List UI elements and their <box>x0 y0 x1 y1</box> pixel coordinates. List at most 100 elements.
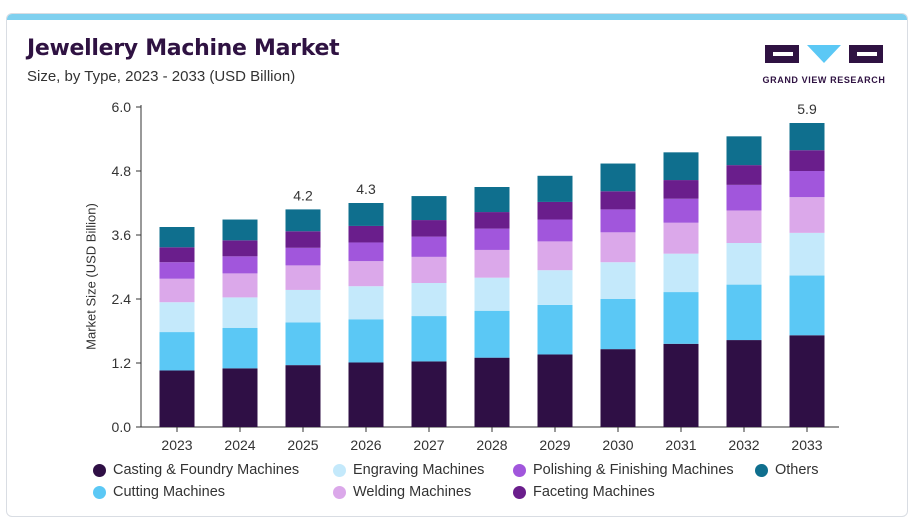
legend-item: Cutting Machines <box>93 484 225 500</box>
y-tick-label: 2.4 <box>112 291 132 307</box>
bar-segment-2023-6 <box>159 227 195 248</box>
legend-swatch-icon <box>93 485 106 499</box>
legend-item: Others <box>755 462 819 478</box>
bar-segment-2027-4 <box>411 236 447 257</box>
x-tick-label: 2030 <box>602 437 633 453</box>
bar-segment-2033-3 <box>789 197 825 233</box>
y-tick-label: 6.0 <box>112 99 132 115</box>
bar-segment-2033-1 <box>789 275 825 336</box>
bar-segment-2027-3 <box>411 256 447 283</box>
legend-swatch-icon <box>333 463 346 477</box>
bar-segment-2027-5 <box>411 220 447 237</box>
legend-swatch-icon <box>513 485 526 499</box>
bar-segment-2031-5 <box>663 180 699 199</box>
grand-view-research-logo: GRAND VIEW RESEARCH <box>759 41 889 91</box>
bar-segment-2028-2 <box>474 277 510 311</box>
bar-segment-2032-3 <box>726 210 762 243</box>
bar-segment-2026-3 <box>348 261 384 287</box>
bar-segment-2027-1 <box>411 316 447 362</box>
legend-label: Casting & Foundry Machines <box>113 462 300 478</box>
bar-segment-2025-4 <box>285 247 321 266</box>
bar-segment-2024-5 <box>222 240 258 257</box>
y-tick-label: 4.8 <box>112 163 132 179</box>
x-tick-label: 2023 <box>161 437 192 453</box>
logo-text: GRAND VIEW RESEARCH <box>762 75 886 85</box>
data-label-2026: 4.3 <box>356 181 376 197</box>
bar-segment-2026-0 <box>348 362 384 427</box>
x-tick-label: 2024 <box>224 437 255 453</box>
data-label-2033: 5.9 <box>797 101 817 117</box>
legend-label: Others <box>775 462 819 478</box>
logo-mark-icon <box>765 45 883 63</box>
stacked-bar-chart: 0.0 1.2 2.4 3.6 4.8 6.0 2023 2024 2025 2026 2027 20… <box>112 99 839 453</box>
bar-segment-2030-2 <box>600 262 636 299</box>
bar-segment-2026-6 <box>348 203 384 226</box>
bar-segment-2026-1 <box>348 319 384 363</box>
bar-segment-2033-2 <box>789 232 825 276</box>
bar-segment-2031-1 <box>663 292 699 344</box>
bar-segment-2025-1 <box>285 322 321 366</box>
x-tick-label: 2029 <box>539 437 570 453</box>
bar-segment-2023-4 <box>159 262 195 279</box>
bar-segment-2031-0 <box>663 343 699 427</box>
chart-subtitle: Size, by Type, 2023 - 2033 (USD Billion) <box>27 68 296 85</box>
bar-segment-2024-3 <box>222 273 258 298</box>
bar-segment-2029-3 <box>537 241 573 271</box>
y-tick-label: 0.0 <box>112 419 132 435</box>
bar-segment-2033-5 <box>789 150 825 171</box>
x-tick-label: 2025 <box>287 437 318 453</box>
bar-segment-2030-0 <box>600 349 636 427</box>
bar-segment-2028-6 <box>474 187 510 213</box>
bar-segment-2028-5 <box>474 212 510 229</box>
bar-segment-2025-3 <box>285 265 321 290</box>
legend-swatch-icon <box>333 485 346 499</box>
x-tick-label: 2028 <box>476 437 507 453</box>
bar-segment-2032-6 <box>726 136 762 166</box>
data-label-2025: 4.2 <box>293 187 313 203</box>
chart-title: Jewellery Machine Market <box>27 36 340 61</box>
x-tick-label: 2032 <box>728 437 759 453</box>
legend-label: Engraving Machines <box>353 462 485 478</box>
x-tick-label: 2027 <box>413 437 444 453</box>
bar-segment-2023-5 <box>159 247 195 263</box>
legend-item: Welding Machines <box>333 484 471 500</box>
bar-segment-2025-0 <box>285 365 321 427</box>
accent-bar <box>7 14 907 20</box>
bar-segment-2033-6 <box>789 123 825 151</box>
bar-segment-2026-2 <box>348 286 384 320</box>
bar-segment-2029-4 <box>537 219 573 242</box>
bar-segment-2025-6 <box>285 209 321 232</box>
bar-segment-2032-4 <box>726 184 762 211</box>
bar-segment-2033-4 <box>789 171 825 198</box>
bar-segment-2027-2 <box>411 283 447 317</box>
bar-segment-2032-2 <box>726 243 762 285</box>
bar-segment-2029-1 <box>537 304 573 355</box>
bar-segment-2030-6 <box>600 163 636 192</box>
bar-segment-2032-5 <box>726 165 762 185</box>
legend-label: Polishing & Finishing Machines <box>533 462 734 478</box>
legend-item: Engraving Machines <box>333 462 484 478</box>
bar-segment-2024-0 <box>222 368 258 427</box>
bar-segment-2024-4 <box>222 256 258 274</box>
legend-label: Welding Machines <box>353 484 472 500</box>
y-tick-label: 1.2 <box>112 355 132 371</box>
bar-segment-2030-3 <box>600 232 636 263</box>
bar-segment-2027-6 <box>411 196 447 221</box>
bar-segment-2028-1 <box>474 310 510 358</box>
x-tick-label: 2033 <box>791 437 822 453</box>
legend-label: Faceting Machines <box>533 484 655 500</box>
bar-segment-2023-1 <box>159 332 195 371</box>
bar-segment-2024-6 <box>222 219 258 241</box>
legend-swatch-icon <box>513 463 526 477</box>
bar-segment-2023-2 <box>159 302 195 333</box>
bar-segment-2023-0 <box>159 370 195 427</box>
bar-segment-2032-0 <box>726 340 762 427</box>
bar-segment-2030-1 <box>600 299 636 350</box>
bar-segment-2031-2 <box>663 253 699 293</box>
legend-label: Cutting Machines <box>113 484 226 500</box>
bar-segment-2029-6 <box>537 175 573 202</box>
bar-segment-2031-3 <box>663 222 699 254</box>
legend-item: Polishing & Finishing Machines <box>513 462 734 478</box>
chart-card: Jewellery Machine Market Size, by Type, … <box>6 13 908 517</box>
bar-segment-2025-2 <box>285 289 321 323</box>
